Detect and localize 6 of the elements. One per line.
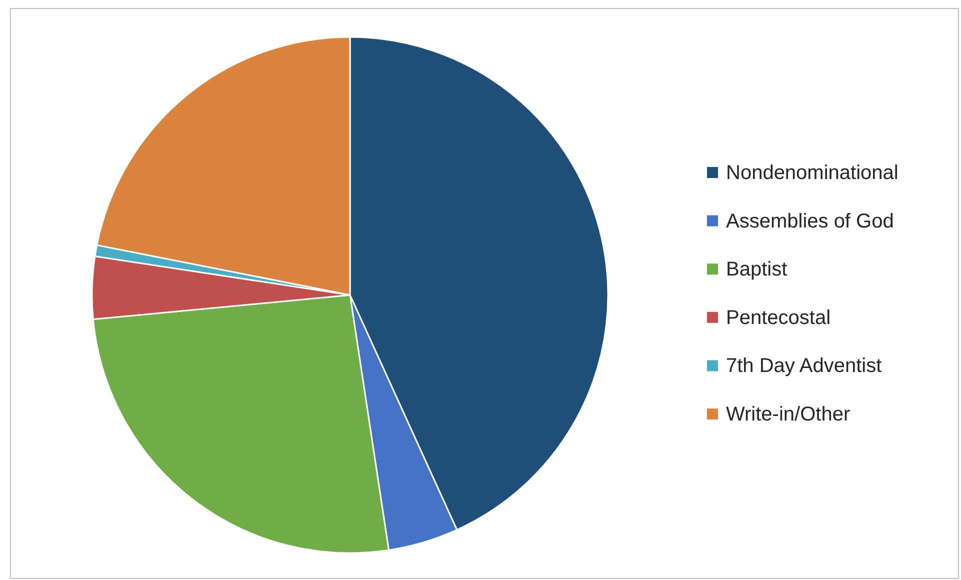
legend-label: Pentecostal — [726, 306, 831, 329]
legend-label: 7th Day Adventist — [726, 355, 882, 378]
legend-label: Write-in/Other — [726, 404, 850, 426]
legend-label: Assemblies of God — [726, 210, 894, 232]
legend-label: Nondenominational — [726, 162, 898, 184]
legend-label: Baptist — [726, 258, 788, 281]
